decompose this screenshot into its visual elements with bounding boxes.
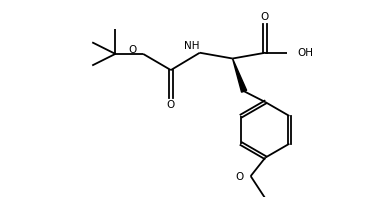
Polygon shape xyxy=(232,59,247,92)
Text: OH: OH xyxy=(297,48,314,58)
Text: O: O xyxy=(128,45,136,55)
Text: O: O xyxy=(260,12,268,22)
Text: O: O xyxy=(236,172,244,182)
Text: NH: NH xyxy=(184,41,199,51)
Text: O: O xyxy=(167,100,175,110)
